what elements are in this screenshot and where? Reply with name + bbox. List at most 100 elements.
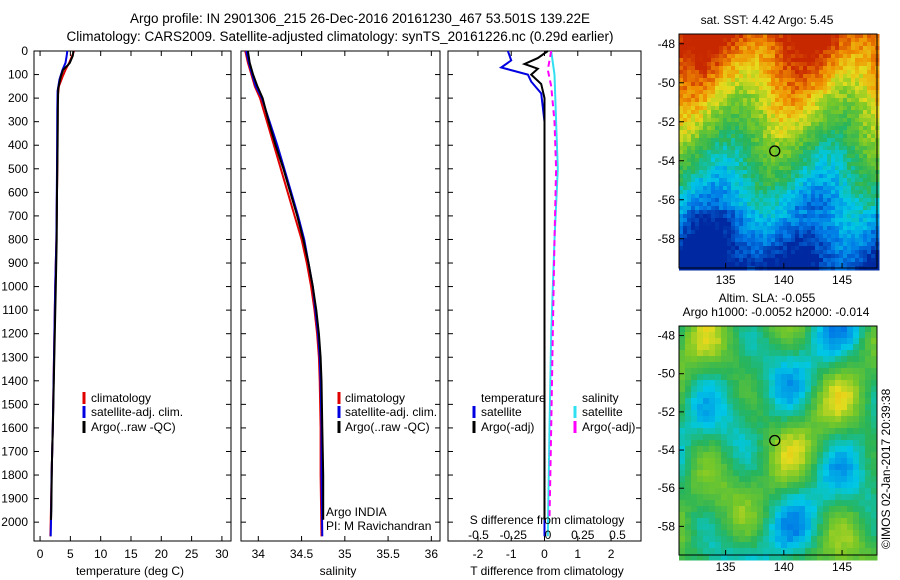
- sla-map-title-line1: Altim. SLA: -0.055: [719, 291, 816, 305]
- x-tick-label: 35: [338, 547, 352, 561]
- y-tick-label: 1700: [1, 444, 28, 458]
- y-tick-label: -56: [658, 481, 676, 495]
- x-tick-label: 10: [94, 547, 108, 561]
- y-tick-label: 1100: [2, 303, 28, 317]
- salinity-legend: climatology satellite-adj. clim. Argo(..…: [337, 391, 437, 434]
- series-line-argo-raw-qc-: [246, 50, 325, 520]
- y-tick-label: 1900: [1, 492, 28, 506]
- y-tick-label: -52: [658, 405, 676, 419]
- legend-label-climatology: climatology: [345, 391, 405, 405]
- legend-label-satellite: satellite-adj. clim.: [91, 405, 183, 419]
- credit-text: ©IMOS 02-Jan-2017 20:39:38: [879, 388, 893, 549]
- y-tick-label: 300: [8, 115, 28, 129]
- x-tick-label: 1: [574, 547, 581, 561]
- y-tick-label: 800: [8, 232, 28, 246]
- difference-xlabel: T difference from climatology: [470, 564, 624, 578]
- legend-label-argo-s: Argo(-adj): [582, 420, 635, 434]
- legend-label-climatology: climatology: [91, 391, 151, 405]
- x-tick-label: 34: [252, 547, 266, 561]
- x-tick-label: 15: [124, 547, 138, 561]
- y-tick-label: -54: [658, 443, 676, 457]
- x-tick-label: 0: [37, 547, 44, 561]
- top-x-tick-label: -0.5: [468, 528, 489, 542]
- map-frame: [678, 33, 878, 269]
- salinity-annotation-line1: Argo INDIA: [326, 505, 387, 519]
- x-tick-label: 20: [155, 547, 169, 561]
- top-x-tick-label: 0.25: [571, 528, 595, 542]
- difference-legend: temperature satellite Argo(-adj) salinit…: [472, 391, 635, 434]
- x-tick-label: 36: [425, 547, 439, 561]
- x-tick-label: 0: [541, 547, 548, 561]
- sst-map-panel: 135 140 145 -48 -50 -52 -54 -56 -58: [658, 33, 880, 287]
- y-tick-label: -58: [658, 232, 676, 246]
- sla-map-panel: 135 140 145 -48 -50 -52 -54 -56 -58: [658, 325, 878, 574]
- legend-label-argo-t: Argo(-adj): [481, 420, 534, 434]
- legend-label-satellite: satellite-adj. clim.: [345, 405, 437, 419]
- argo-position-marker: [769, 145, 781, 157]
- y-tick-label: -50: [658, 76, 676, 90]
- y-tick-label: 1800: [1, 468, 28, 482]
- y-tick-label: 600: [8, 185, 28, 199]
- y-tick-label: -58: [658, 519, 676, 533]
- sla-map-title-line2: Argo h1000: -0.0052 h2000: -0.014: [683, 305, 870, 319]
- legend-heading-salinity: salinity: [582, 391, 619, 405]
- plot-frame: [33, 50, 232, 542]
- figure-title-line1: Argo profile: IN 2901306_215 26-Dec-2016…: [130, 11, 590, 26]
- y-tick-label: 200: [8, 91, 28, 105]
- series-line-argo-adj-: [521, 50, 549, 520]
- y-tick-label: -50: [658, 367, 676, 381]
- legend-label-satellite-s: satellite: [582, 405, 623, 419]
- y-tick-label: -48: [658, 37, 676, 51]
- temperature-legend: climatology satellite-adj. clim. Argo(..…: [82, 391, 183, 434]
- sst-map-title: sat. SST: 4.42 Argo: 5.45: [701, 13, 834, 27]
- y-tick-label: 100: [8, 68, 28, 82]
- y-tick-label: 700: [8, 209, 28, 223]
- top-x-tick-label: 0: [545, 528, 552, 542]
- temperature-xlabel: temperature (deg C): [76, 564, 184, 578]
- x-tick-label: 140: [774, 560, 794, 574]
- x-tick-label: -1: [506, 547, 517, 561]
- y-tick-label: 1400: [1, 374, 28, 388]
- salinity-xlabel: salinity: [320, 564, 357, 578]
- legend-label-argo: Argo(..raw -QC): [345, 420, 430, 434]
- salinity-profile-panel: 34 34.5 35 35.5 36: [240, 50, 441, 561]
- legend-heading-temperature: temperature: [481, 391, 546, 405]
- y-tick-label: 1200: [1, 327, 28, 341]
- x-tick-label: 145: [832, 560, 852, 574]
- argo-position-marker: [769, 434, 781, 447]
- series-line-argo-raw-qc-: [50, 50, 75, 520]
- top-x-tick-label: 0.5: [609, 528, 626, 542]
- map-frame: [678, 325, 878, 556]
- x-tick-label: 30: [215, 547, 229, 561]
- series-line-argo-adj-: [546, 50, 558, 520]
- figure-title-line2: Climatology: CARS2009. Satellite-adjuste…: [66, 29, 613, 44]
- top-x-tick-label: -0.25: [500, 528, 528, 542]
- difference-xlabel-top: S difference from climatology: [470, 513, 625, 527]
- x-tick-label: 135: [716, 273, 736, 287]
- salinity-annotation-line2: PI: M Ravichandran: [326, 519, 431, 533]
- y-tick-label: 900: [8, 256, 28, 270]
- legend-label-satellite-t: satellite: [481, 405, 522, 419]
- y-tick-label: -52: [658, 115, 676, 129]
- y-tick-label: 1600: [1, 421, 28, 435]
- y-tick-label: 500: [8, 162, 28, 176]
- y-tick-label: -56: [658, 193, 676, 207]
- x-tick-label: 34.5: [290, 547, 314, 561]
- y-tick-label: -48: [658, 329, 676, 343]
- temperature-profile-panel: 0 5 10 15 20 25 300100200300400500600700800900…: [1, 44, 232, 561]
- difference-profile-panel: -2 -1 0 1 2 -0.5 -0.25 0 0.25 0.5: [447, 50, 642, 561]
- y-tick-label: 1000: [1, 280, 28, 294]
- heatmap-cells: [679, 326, 878, 561]
- y-tick-label: 1500: [1, 397, 28, 411]
- legend-label-argo: Argo(..raw -QC): [91, 420, 176, 434]
- y-tick-label: -54: [658, 154, 676, 168]
- x-tick-label: 2: [608, 547, 615, 561]
- heatmap-cells: [679, 34, 880, 271]
- x-tick-label: 145: [832, 273, 852, 287]
- x-tick-label: -2: [473, 547, 484, 561]
- x-tick-label: 5: [67, 547, 74, 561]
- y-tick-label: 0: [21, 44, 28, 58]
- x-tick-label: 135: [716, 560, 736, 574]
- y-tick-label: 400: [8, 138, 28, 152]
